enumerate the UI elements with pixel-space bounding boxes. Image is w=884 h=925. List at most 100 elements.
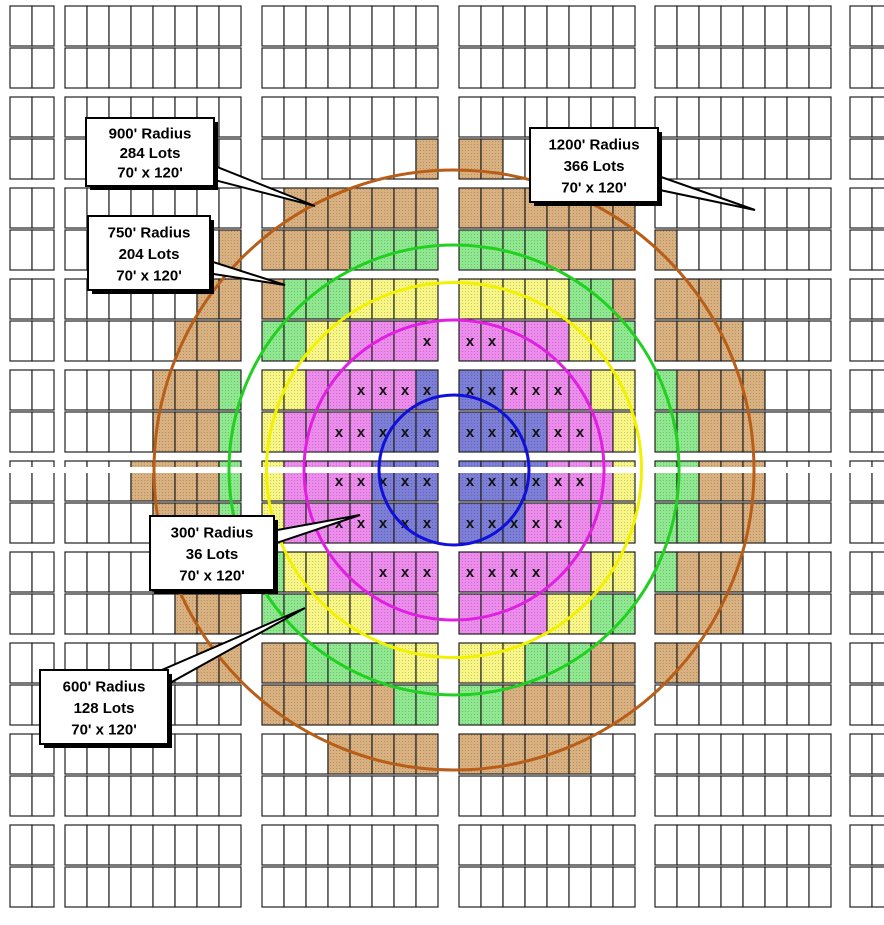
- lot-parcel: [196, 47, 220, 89]
- lot-parcel: [742, 593, 766, 635]
- lot-parcel: [524, 278, 548, 320]
- lot-notice-mark: x: [488, 382, 497, 399]
- lot-parcel: [174, 411, 198, 453]
- lot-parcel: [871, 642, 884, 684]
- lot-parcel: [371, 187, 395, 229]
- lot-parcel: [218, 733, 242, 775]
- lot-parcel: [590, 684, 614, 726]
- lot-notice-mark: x: [423, 424, 432, 441]
- lot-parcel: [764, 47, 788, 89]
- lot-parcel: [524, 775, 548, 817]
- lot-parcel: [9, 411, 33, 453]
- lot-parcel: [612, 866, 636, 908]
- lot-parcel: [283, 138, 307, 180]
- lot-parcel: [9, 866, 33, 908]
- callout-300-radius: 300' Radius 36 Lots 70' x 120': [149, 514, 361, 594]
- lot-parcel: [9, 502, 33, 544]
- lot-parcel: [764, 502, 788, 544]
- lot-parcel: [502, 47, 526, 89]
- lot-parcel: [305, 824, 329, 866]
- lot-parcel: [415, 593, 439, 635]
- lot-parcel: [720, 5, 744, 47]
- lot-parcel: [786, 642, 810, 684]
- lot-parcel: x: [393, 369, 417, 411]
- lot-parcel: [305, 96, 329, 138]
- lot-parcel: [261, 733, 285, 775]
- lot-parcel: [283, 411, 307, 453]
- lot-parcel: [393, 824, 417, 866]
- lot-parcel: [458, 229, 482, 271]
- lot-notice-mark: x: [466, 473, 475, 490]
- lot-parcel: [31, 278, 55, 320]
- lot-parcel: [327, 866, 351, 908]
- lot-parcel: [590, 593, 614, 635]
- lot-parcel: [9, 369, 33, 411]
- lot-parcel: x: [524, 502, 548, 544]
- lot-parcel: [676, 593, 700, 635]
- lot-parcel: x: [415, 369, 439, 411]
- lot-parcel: x: [393, 411, 417, 453]
- lot-parcel: [849, 278, 873, 320]
- lot-notice-mark: x: [488, 473, 497, 490]
- lot-parcel: x: [415, 320, 439, 362]
- lot-parcel: [152, 5, 176, 47]
- lot-parcel: x: [415, 502, 439, 544]
- lot-parcel: [676, 775, 700, 817]
- lot-parcel: [31, 320, 55, 362]
- lot-parcel: [64, 411, 88, 453]
- lot-parcel: [742, 866, 766, 908]
- lot-parcel: [720, 278, 744, 320]
- lot-parcel: [371, 642, 395, 684]
- lot-parcel: [152, 775, 176, 817]
- lot-parcel: [654, 642, 678, 684]
- callout-600-radius: 600' Radius 128 Lots 70' x 120': [39, 607, 306, 748]
- lot-parcel: [305, 369, 329, 411]
- lot-parcel: [786, 824, 810, 866]
- lot-parcel: [786, 96, 810, 138]
- lot-notice-mark: x: [423, 333, 432, 350]
- lot-parcel: [174, 824, 198, 866]
- lot-parcel: [349, 96, 373, 138]
- lot-parcel: [742, 684, 766, 726]
- lot-parcel: [9, 642, 33, 684]
- lot-parcel: [327, 47, 351, 89]
- lot-parcel: [871, 775, 884, 817]
- lot-parcel: [764, 5, 788, 47]
- lot-parcel: [849, 733, 873, 775]
- lot-parcel: [720, 138, 744, 180]
- lot-parcel: [261, 47, 285, 89]
- lot-parcel: x: [546, 369, 570, 411]
- lot-parcel: [764, 824, 788, 866]
- lot-parcel: [676, 320, 700, 362]
- lot-parcel: [415, 5, 439, 47]
- lot-parcel: [654, 775, 678, 817]
- lot-parcel: [698, 684, 722, 726]
- lot-parcel: [393, 593, 417, 635]
- lot-parcel: [871, 320, 884, 362]
- lot-parcel: [130, 866, 154, 908]
- lot-parcel: [676, 684, 700, 726]
- lot-parcel: [590, 47, 614, 89]
- lot-parcel: [786, 551, 810, 593]
- lot-parcel: [261, 5, 285, 47]
- lot-parcel: [502, 138, 526, 180]
- lot-parcel: [458, 866, 482, 908]
- lot-parcel: x: [393, 502, 417, 544]
- lot-parcel: [612, 502, 636, 544]
- callout-750-radius: 750' Radius 204 Lots 70' x 120': [87, 215, 286, 294]
- lot-parcel: [9, 320, 33, 362]
- lot-notice-mark: x: [554, 424, 563, 441]
- lot-parcel: [742, 138, 766, 180]
- lot-parcel: [31, 138, 55, 180]
- callout-radius-label: 600' Radius: [63, 679, 146, 696]
- lot-parcel: [871, 733, 884, 775]
- lot-parcel: [283, 733, 307, 775]
- lot-parcel: [31, 824, 55, 866]
- lot-parcel: x: [524, 551, 548, 593]
- lot-parcel: [305, 187, 329, 229]
- radius-ring-600: [302, 318, 606, 622]
- callout-lot-count: 204 Lots: [119, 246, 180, 263]
- lot-parcel: [393, 684, 417, 726]
- lot-notice-mark: x: [423, 515, 432, 532]
